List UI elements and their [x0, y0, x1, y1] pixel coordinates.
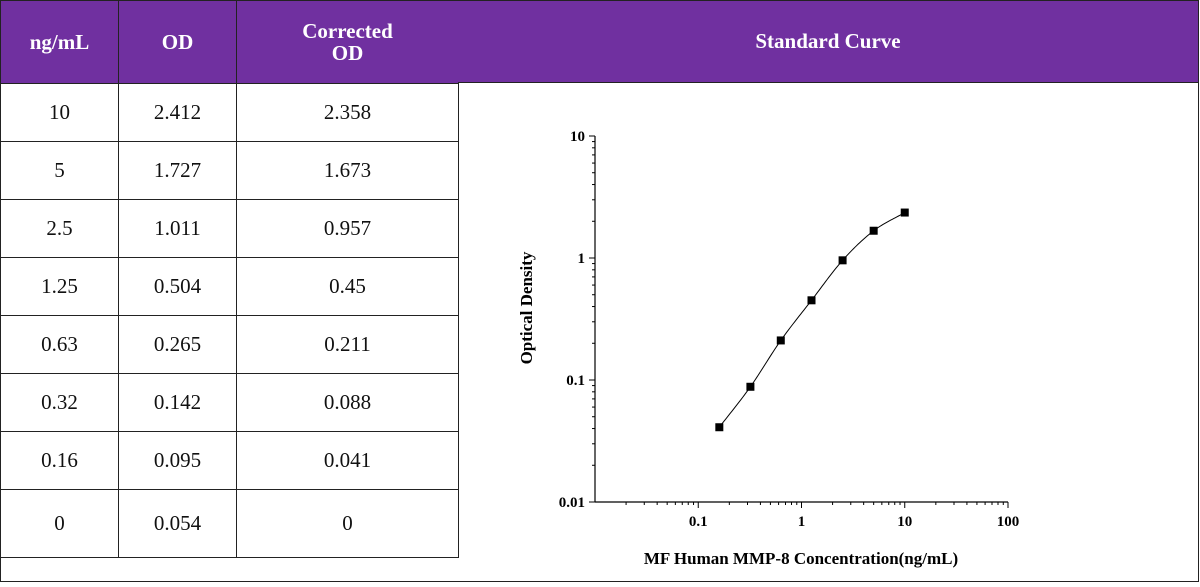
cell-od: 2.412 — [118, 83, 237, 142]
data-point — [869, 226, 878, 235]
table-row: 0.32 0.142 0.088 — [0, 373, 459, 432]
chart-axes: 0.1 1 10 100 0.01 0.1 1 10 — [559, 129, 1020, 530]
data-point — [807, 296, 816, 305]
cell-concentration: 0.16 — [0, 431, 119, 490]
x-tick-label: 1 — [798, 514, 806, 530]
cell-od: 0.095 — [118, 431, 237, 490]
cell-concentration: 2.5 — [0, 199, 119, 258]
y-tick-label: 0.01 — [559, 495, 585, 511]
table-row: 10 2.412 2.358 — [0, 83, 459, 142]
x-tick-label: 100 — [997, 514, 1020, 530]
cell-concentration: 0.32 — [0, 373, 119, 432]
cell-corrected-od: 0.211 — [236, 315, 459, 374]
y-axis-label: Optical Density — [517, 251, 536, 364]
table-header-row: ng/mL OD Corrected OD — [0, 0, 459, 84]
table-row: 1.25 0.504 0.45 — [0, 257, 459, 316]
cell-corrected-od: 0.45 — [236, 257, 459, 316]
x-axis-label: MF Human MMP-8 Concentration(ng/mL) — [644, 549, 958, 568]
cell-concentration: 1.25 — [0, 257, 119, 316]
table-row: 0.63 0.265 0.211 — [0, 315, 459, 374]
standard-curve-chart: 0.1 1 10 100 0.01 0.1 1 10 Optical Density MF H… — [517, 129, 1020, 568]
standard-curve-plot: 0.1 1 10 100 0.01 0.1 1 10 Optical Density MF H… — [458, 83, 1199, 582]
table-row: 5 1.727 1.673 — [0, 141, 459, 200]
cell-od: 1.727 — [118, 141, 237, 200]
cell-concentration: 0.63 — [0, 315, 119, 374]
standard-table: ng/mL OD Corrected OD 10 2.412 2.358 5 1.72… — [0, 0, 459, 558]
chart-points — [715, 208, 909, 432]
y-tick-label: 0.1 — [566, 373, 585, 389]
cell-od: 0.054 — [118, 489, 237, 558]
y-tick-label: 1 — [578, 251, 586, 267]
x-tick-label: 0.1 — [689, 514, 708, 530]
cell-corrected-od: 0.041 — [236, 431, 459, 490]
table-row: 0 0.054 0 — [0, 489, 459, 558]
table-row: 0.16 0.095 0.041 — [0, 431, 459, 490]
cell-concentration: 10 — [0, 83, 119, 142]
data-point — [900, 208, 909, 217]
cell-concentration: 5 — [0, 141, 119, 200]
cell-corrected-od: 1.673 — [236, 141, 459, 200]
data-point — [776, 336, 785, 345]
data-point — [746, 382, 755, 391]
cell-od: 0.504 — [118, 257, 237, 316]
data-point — [715, 423, 724, 432]
cell-corrected-od: 0 — [236, 489, 459, 558]
cell-concentration: 0 — [0, 489, 119, 558]
cell-od: 0.265 — [118, 315, 237, 374]
standard-curve-header: Standard Curve — [458, 0, 1199, 83]
cell-od: 0.142 — [118, 373, 237, 432]
x-tick-label: 10 — [897, 514, 912, 530]
y-tick-label: 10 — [570, 129, 585, 145]
data-point — [838, 256, 847, 265]
header-concentration: ng/mL — [0, 0, 119, 84]
cell-corrected-od: 2.358 — [236, 83, 459, 142]
cell-corrected-od: 0.088 — [236, 373, 459, 432]
